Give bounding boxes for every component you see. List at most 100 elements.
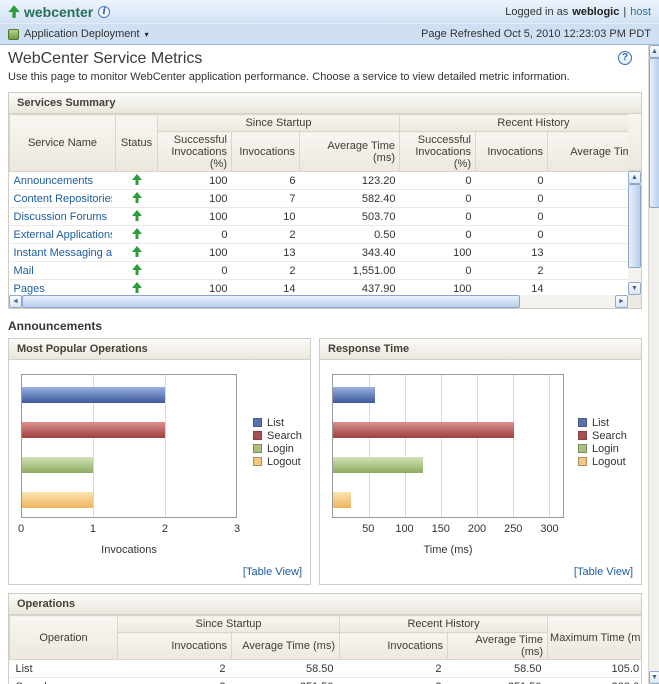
cell-rh-invocations: 2: [475, 261, 548, 280]
col-header-ss-successful[interactable]: Successful Invocations (%): [157, 131, 232, 172]
cell-ss-invocations: 2: [117, 659, 232, 678]
service-link-instant-messaging[interactable]: Instant Messaging and Presence: [13, 246, 112, 259]
table-view-link[interactable]: [Table View]: [573, 566, 633, 578]
x-tick-label: 50: [362, 523, 375, 535]
col-header-ss-average-time[interactable]: Average Time (ms): [230, 632, 341, 660]
service-link-discussion-forums[interactable]: Discussion Forums: [13, 210, 108, 223]
host-link[interactable]: host: [630, 5, 651, 18]
legend-item-search: Search: [253, 429, 302, 442]
legend-item-logout: Logout: [253, 455, 302, 468]
application-deployment-menu[interactable]: Application Deployment: [8, 28, 149, 40]
x-tick-label: 0: [17, 523, 25, 535]
table-row: Search 2 251.50 2 251.50 268.6: [9, 677, 641, 684]
col-header-operation[interactable]: Operation: [9, 615, 118, 660]
username: weblogic: [572, 5, 620, 18]
scroll-left-button[interactable]: [9, 295, 22, 308]
cell-ss-average-time: 123.20: [299, 171, 400, 190]
table-view-link[interactable]: [Table View]: [242, 566, 302, 578]
announcements-section-title: Announcements: [8, 319, 103, 333]
table-vertical-scrollbar[interactable]: [628, 171, 641, 295]
cell-ss-successful: 100: [157, 189, 232, 208]
cell-rh-invocations: 0: [475, 225, 548, 244]
cell-ss-average-time: 58.50: [231, 659, 340, 678]
col-header-rh-successful[interactable]: Successful Invocations (%): [399, 131, 476, 172]
page-scroll-up-button[interactable]: [649, 45, 659, 58]
service-link-content-repositories[interactable]: Content Repositories: [13, 192, 112, 205]
status-up-icon: [131, 246, 142, 257]
cell-rh-successful: 0: [399, 171, 476, 190]
scroll-down-button[interactable]: [628, 282, 641, 295]
table-horizontal-scrollbar[interactable]: [9, 295, 628, 308]
table-row: Instant Messaging and Presence 100 13 34…: [9, 243, 628, 262]
horizontal-scroll-thumb[interactable]: [22, 295, 521, 308]
col-header-status[interactable]: Status: [115, 114, 158, 172]
page-scroll-down-button[interactable]: [649, 671, 659, 684]
col-header-ss-average-time[interactable]: Average Time (ms): [299, 131, 400, 172]
table-row: Discussion Forums 100 10 503.70 0 0: [9, 207, 628, 226]
group-header-since-startup: Since Startup: [116, 615, 341, 633]
info-icon[interactable]: [98, 5, 111, 18]
cell-rh-average-time: [547, 189, 628, 208]
scroll-right-button[interactable]: [615, 295, 628, 308]
cell-operation: Search: [9, 677, 118, 684]
x-tick-label: 1: [89, 523, 97, 535]
legend-label: Search: [592, 429, 627, 442]
vertical-scroll-track[interactable]: [628, 184, 641, 282]
gridline: [440, 375, 442, 517]
col-header-ss-invocations[interactable]: Invocations: [117, 632, 232, 660]
col-header-rh-average-time[interactable]: Average Time (ms): [547, 131, 628, 172]
cell-rh-invocations: 0: [475, 189, 548, 208]
app-name: webcenter: [24, 3, 94, 20]
cell-ss-average-time: 251.50: [231, 677, 340, 684]
x-tick-label: 100: [395, 523, 414, 535]
cell-rh-invocations: 13: [475, 243, 548, 262]
status-up-icon: [7, 5, 20, 18]
col-header-maximum-time[interactable]: Maximum Time (ms): [547, 615, 641, 660]
bar-logout: [22, 492, 94, 508]
col-header-rh-invocations[interactable]: Invocations: [475, 131, 548, 172]
x-axis-label: Time (ms): [423, 544, 473, 556]
service-link-external-applications[interactable]: External Applications: [13, 228, 112, 241]
legend-item-login: Login: [578, 442, 627, 455]
status-up-icon: [131, 282, 142, 293]
col-header-rh-invocations[interactable]: Invocations: [339, 632, 449, 660]
x-tick-label: 300: [540, 523, 559, 535]
service-link-mail[interactable]: Mail: [13, 264, 34, 277]
legend-item-logout: Logout: [578, 455, 627, 468]
cell-rh-invocations: 2: [339, 677, 448, 684]
cell-ss-invocations: 6: [231, 171, 300, 190]
cell-rh-invocations: 2: [339, 659, 448, 678]
x-axis-ticks: 0 1 2 3: [17, 523, 240, 536]
vertical-scroll-thumb[interactable]: [628, 184, 641, 268]
bar-search: [22, 422, 165, 438]
cell-rh-invocations: 14: [475, 279, 548, 295]
cell-rh-successful: 0: [399, 225, 476, 244]
page-scroll-thumb[interactable]: [649, 58, 659, 208]
bar-login: [22, 457, 94, 473]
status-up-icon: [131, 264, 142, 275]
x-tick-label: 2: [161, 523, 169, 535]
gridline: [368, 375, 370, 517]
cell-ss-successful: 100: [157, 279, 232, 295]
col-header-service-name[interactable]: Service Name: [9, 114, 116, 172]
operations-panel: Operations Operation Since Startup Recen…: [8, 593, 642, 684]
help-icon[interactable]: [618, 51, 632, 65]
cell-rh-average-time: 251.50: [447, 677, 548, 684]
chart-title: Response Time: [320, 339, 641, 360]
horizontal-scroll-track[interactable]: [22, 295, 615, 308]
legend-swatch: [578, 457, 587, 466]
col-header-rh-average-time[interactable]: Average Time (ms): [447, 632, 549, 660]
bar-login: [333, 457, 423, 473]
cell-ss-successful: 100: [157, 171, 232, 190]
page-vertical-scrollbar[interactable]: [648, 45, 659, 684]
col-header-ss-invocations[interactable]: Invocations: [231, 131, 300, 172]
table-row: Announcements 100 6 123.20 0 0: [9, 171, 628, 190]
service-link-announcements[interactable]: Announcements: [13, 174, 94, 187]
service-link-pages[interactable]: Pages: [13, 282, 45, 295]
page-scroll-track[interactable]: [649, 58, 659, 671]
page-title: WebCenter Service Metrics: [8, 50, 203, 67]
table-row: Pages 100 14 437.90 100 14: [9, 279, 628, 295]
bar-chart-plot: [332, 374, 564, 518]
table-row: Mail 0 2 1,551.00 0 2: [9, 261, 628, 280]
scroll-up-button[interactable]: [628, 171, 641, 184]
